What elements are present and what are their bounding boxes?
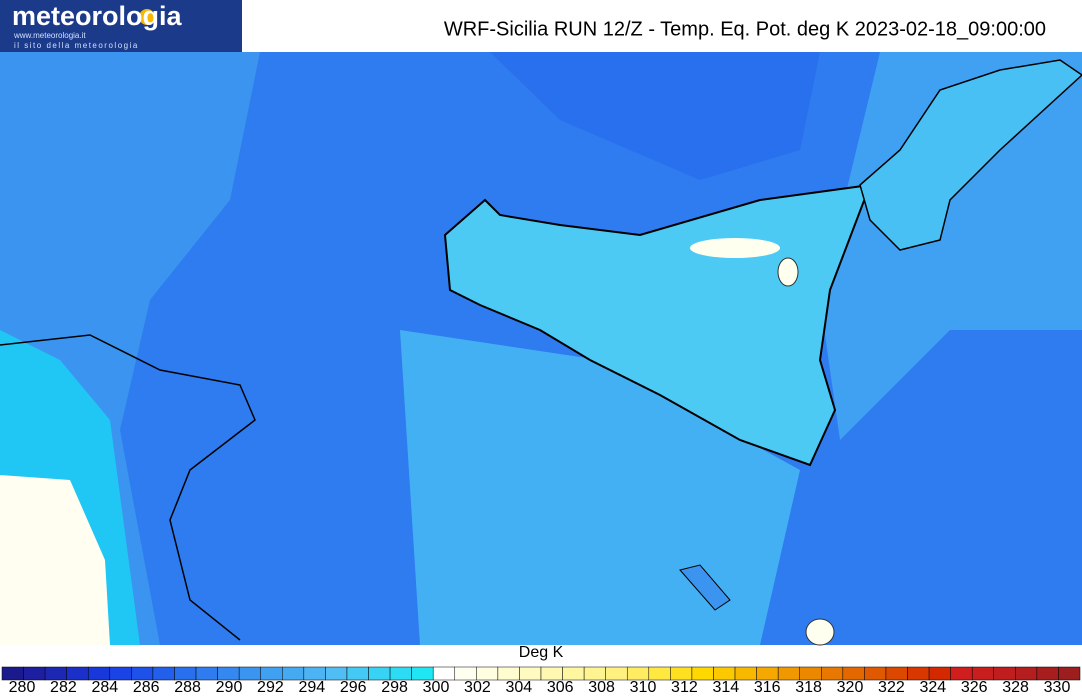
- field-band: [490, 52, 820, 180]
- colorbar-cell: [260, 666, 283, 681]
- colorbar-cell: [885, 666, 908, 681]
- colorbar-cell: [346, 666, 369, 681]
- colorbar-cell: [626, 666, 650, 681]
- colorbar-cell: [993, 666, 1016, 681]
- colorbar-cell: [971, 666, 995, 681]
- colorbar-cell: [282, 666, 305, 681]
- colorbar-cell: [368, 666, 391, 681]
- colorbar-cell: [670, 666, 693, 681]
- colorbar-tick-label: 302: [464, 679, 491, 695]
- colorbar-cell: [432, 666, 456, 681]
- colorbar-cell: [734, 666, 757, 681]
- colorbar-tick-label: 280: [9, 679, 36, 695]
- field-band: [820, 52, 1082, 440]
- colorbar-cell: [562, 666, 585, 681]
- colorbar-tick-label: 288: [174, 679, 201, 695]
- colorbar-cell: [174, 666, 197, 681]
- colorbar-cell: [1, 666, 24, 681]
- colorbar-cell: [325, 666, 348, 681]
- colorbar-tick-label: 300: [423, 679, 450, 695]
- calabria-coast: [859, 59, 1082, 251]
- colorbar-tick-label: 314: [712, 679, 739, 695]
- colorbar-tick-label: 330: [1044, 679, 1071, 695]
- colorbar-tick-label: 296: [340, 679, 367, 695]
- colorbar-tick-label: 282: [50, 679, 77, 695]
- colorbar-tick-label: 298: [381, 679, 408, 695]
- colorbar-cell: [66, 666, 89, 681]
- colorbar-tick-label: 284: [91, 679, 118, 695]
- colorbar-cell: [303, 666, 326, 681]
- colorbar-cell: [1015, 666, 1038, 681]
- map-title: WRF-Sicilia RUN 12/Z - Temp. Eq. Pot. de…: [444, 18, 1046, 40]
- colorbar-tick-label: 320: [837, 679, 864, 695]
- colorbar-cell: [605, 666, 628, 681]
- logo-name: meteorologia: [12, 1, 183, 31]
- colorbar-cell: [411, 666, 434, 681]
- colorbar-tick-label: 304: [505, 679, 532, 695]
- colorbar-cell: [756, 666, 779, 681]
- colorbar-tick-label: 324: [919, 679, 946, 695]
- colorbar-cell: [799, 666, 822, 681]
- colorbar-cell: [821, 666, 844, 681]
- colorbar-cell: [497, 666, 520, 681]
- colorbar-tick-label: 294: [298, 679, 325, 695]
- colorbar-tick-label: 308: [588, 679, 615, 695]
- malta-island: [679, 564, 731, 611]
- colorbar-tick-label: 316: [754, 679, 781, 695]
- colorbar-cell: [907, 666, 930, 681]
- colorbar-tick-label: 322: [878, 679, 905, 695]
- colorbar-cell: [1036, 666, 1059, 681]
- warm-spot: [777, 257, 799, 287]
- colorbar-cell: [777, 666, 800, 681]
- colorbar-cell: [152, 666, 175, 681]
- colorbar-cell: [195, 666, 218, 681]
- colorbar-tick-label: 312: [671, 679, 698, 695]
- logo-box: [0, 0, 242, 52]
- colorbar-cell: [23, 666, 46, 681]
- colorbar-tick-label: 318: [795, 679, 822, 695]
- colorbar-cell: [44, 666, 67, 681]
- colorbar-cell: [1058, 666, 1081, 681]
- colorbar-cell: [519, 666, 542, 681]
- colorbar: 280 282 284 286 288 290 292 294 296 298 300 302 304 3…: [1, 666, 1081, 696]
- map-field: [0, 52, 1082, 646]
- warm-spot: [690, 238, 780, 258]
- colorbar-cell: [713, 666, 736, 681]
- colorbar-cell: [87, 666, 111, 681]
- colorbar-cell: [583, 666, 606, 681]
- colorbar-tick-label: 306: [547, 679, 574, 695]
- colorbar-tick-label: 328: [1002, 679, 1029, 695]
- colorbar-tick-label: 310: [630, 679, 657, 695]
- colorbar-label: Deg K: [519, 644, 564, 661]
- colorbar-cell: [540, 666, 563, 681]
- colorbar-cell: [864, 666, 887, 681]
- colorbar-cell: [454, 666, 477, 681]
- colorbar-tick-label: 292: [257, 679, 284, 695]
- colorbar-cell: [691, 666, 714, 681]
- field-band: [0, 475, 110, 645]
- colorbar-cell: [217, 666, 240, 681]
- warm-spot: [805, 618, 835, 646]
- colorbar-cell: [389, 666, 412, 681]
- colorbar-tick-label: 290: [216, 679, 243, 695]
- colorbar-cell: [238, 666, 261, 681]
- colorbar-tick-label: 286: [133, 679, 160, 695]
- colorbar-cell: [928, 666, 951, 681]
- logo-tagline: il sito della meteorologia: [14, 41, 139, 50]
- colorbar-cell: [648, 666, 671, 681]
- logo-url: www.meteorologia.it: [13, 31, 86, 40]
- colorbar-cell: [131, 666, 154, 681]
- colorbar-cell: [109, 666, 132, 681]
- tunisia-coast: [0, 334, 256, 641]
- colorbar-cell: [950, 666, 973, 681]
- colorbar-tick-label: 326: [961, 679, 988, 695]
- colorbar-cell: [842, 666, 865, 681]
- colorbar-cell: [476, 666, 499, 681]
- logo-sun: [139, 9, 155, 25]
